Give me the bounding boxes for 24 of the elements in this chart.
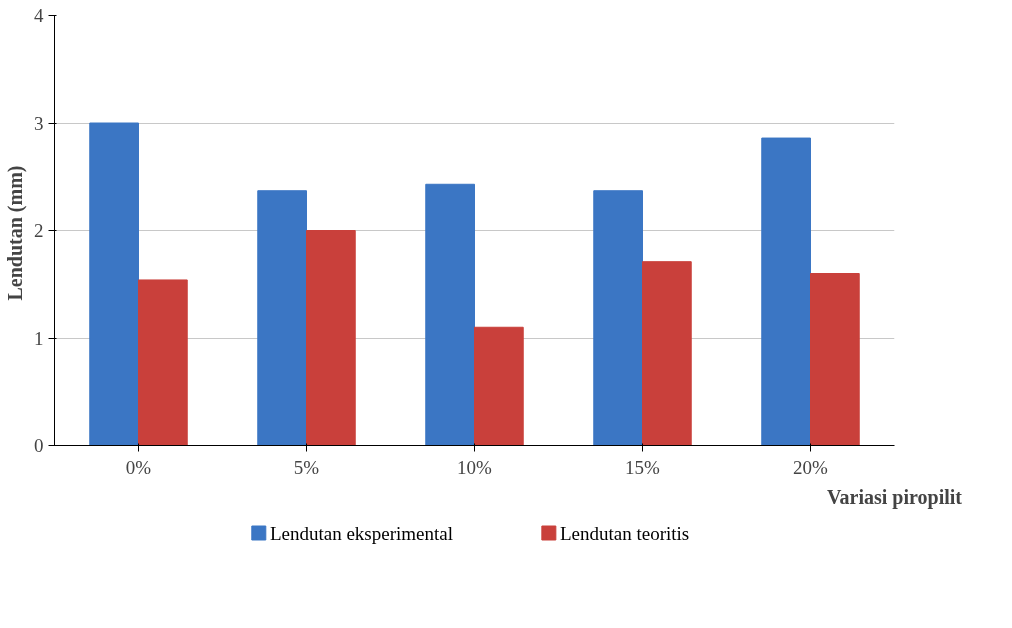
y-tick-label: 1 (34, 327, 44, 349)
y-tick-label: 3 (34, 112, 44, 134)
bar (306, 230, 356, 446)
bar (642, 261, 692, 446)
legend-label: Lendutan teoritis (559, 522, 690, 544)
x-tick-label: 0% (125, 456, 152, 478)
bar (761, 137, 811, 446)
bar (89, 122, 139, 446)
bar (474, 326, 524, 446)
x-tick-label: 20% (793, 456, 829, 478)
x-axis-title: Variasi piropilit (826, 485, 963, 509)
legend-label: Lendutan eksperimental (269, 522, 453, 544)
y-tick-label: 0 (34, 435, 44, 456)
bar (593, 190, 643, 446)
bar (138, 279, 188, 446)
y-tick-label: 4 (34, 5, 44, 26)
x-tick-label: 10% (457, 456, 493, 478)
bar (425, 183, 475, 446)
y-axis-title: Lendutan (mm) (4, 165, 27, 301)
bar (257, 190, 307, 446)
x-tick-label: 15% (625, 456, 661, 478)
bar (810, 273, 860, 446)
y-tick-label: 2 (34, 220, 44, 241)
x-tick-label: 5% (293, 456, 320, 478)
